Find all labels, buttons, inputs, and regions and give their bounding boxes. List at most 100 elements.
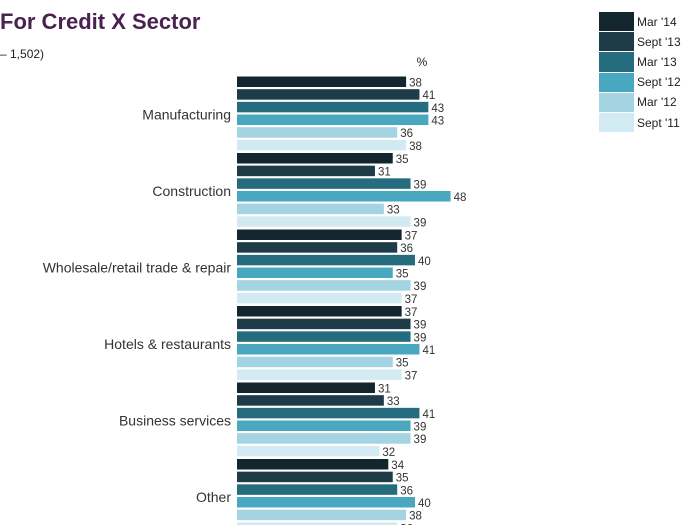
legend-label: Mar '12 bbox=[637, 95, 677, 110]
bar bbox=[237, 509, 407, 521]
data-label: 33 bbox=[387, 396, 400, 408]
data-label: 36 bbox=[400, 243, 413, 255]
legend-swatch bbox=[599, 32, 634, 52]
data-label: 39 bbox=[414, 422, 427, 434]
bar bbox=[237, 254, 415, 266]
data-label: 33 bbox=[387, 205, 400, 217]
data-label: 39 bbox=[414, 179, 427, 191]
chart-title: For Credit X Sector bbox=[0, 9, 201, 34]
bar bbox=[237, 369, 402, 380]
data-label: 40 bbox=[418, 498, 431, 510]
bar bbox=[237, 101, 429, 113]
data-label: 34 bbox=[391, 460, 404, 472]
category-label: Manufacturing bbox=[142, 107, 231, 123]
legend-swatch bbox=[599, 92, 634, 112]
data-label: 35 bbox=[396, 358, 409, 370]
category-label: Hotels & restaurants bbox=[104, 336, 231, 352]
bar bbox=[237, 497, 415, 508]
bar bbox=[237, 344, 420, 355]
legend-item: Mar '14 bbox=[599, 11, 689, 32]
legend-item: Sept '12 bbox=[599, 71, 689, 92]
bar bbox=[237, 242, 398, 253]
bar bbox=[237, 280, 411, 291]
data-label: 41 bbox=[422, 90, 435, 102]
bar bbox=[237, 76, 407, 87]
data-label: 36 bbox=[400, 523, 413, 525]
data-label: 39 bbox=[414, 332, 427, 344]
bar bbox=[237, 292, 402, 304]
data-label: 37 bbox=[405, 231, 418, 243]
bar bbox=[237, 306, 402, 317]
bar bbox=[237, 522, 398, 525]
data-label: 32 bbox=[382, 447, 395, 459]
legend-swatch bbox=[599, 12, 634, 32]
data-label: 39 bbox=[414, 434, 427, 446]
bar bbox=[237, 89, 420, 100]
bar bbox=[237, 191, 451, 202]
data-label: 31 bbox=[378, 167, 391, 179]
bar bbox=[237, 216, 411, 227]
bar bbox=[237, 420, 411, 432]
data-label: 41 bbox=[422, 409, 435, 421]
data-label: 43 bbox=[431, 116, 444, 128]
data-label: 40 bbox=[418, 256, 431, 268]
legend-swatch bbox=[599, 112, 634, 133]
data-label: 36 bbox=[400, 128, 413, 140]
bar bbox=[237, 433, 411, 444]
bar bbox=[237, 382, 375, 393]
data-label: 37 bbox=[405, 294, 418, 306]
bar bbox=[237, 459, 389, 470]
bar bbox=[237, 331, 411, 342]
legend-label: Mar '13 bbox=[637, 54, 677, 69]
category-label: Construction bbox=[152, 183, 231, 199]
legend-swatch bbox=[599, 72, 634, 92]
data-label: 35 bbox=[396, 154, 409, 166]
bar bbox=[237, 445, 380, 457]
legend-item: Sept '13 bbox=[599, 31, 689, 52]
bar bbox=[237, 178, 411, 189]
legend-item: Mar '13 bbox=[599, 51, 689, 72]
data-label: 39 bbox=[414, 217, 427, 229]
legend-item: Sept '11 bbox=[599, 111, 689, 133]
chart-legend: Mar '14 Sept '13 Mar '13 Sept '12 Mar '12 Sep… bbox=[599, 11, 689, 133]
data-label: 37 bbox=[405, 307, 418, 319]
data-label: 38 bbox=[409, 511, 422, 523]
category-label: Other bbox=[196, 489, 231, 505]
bar bbox=[237, 229, 402, 240]
bar bbox=[237, 203, 384, 215]
category-label: Wholesale/retail trade & repair bbox=[43, 260, 232, 276]
legend-label: Sept '13 bbox=[637, 34, 681, 49]
legend-label: Sept '12 bbox=[637, 75, 681, 90]
data-label: 31 bbox=[378, 384, 391, 396]
legend-item: Mar '12 bbox=[599, 91, 689, 112]
bar bbox=[237, 153, 393, 164]
bar bbox=[237, 484, 398, 495]
data-label: 39 bbox=[414, 281, 427, 293]
bar bbox=[237, 165, 375, 177]
chart-subtitle: – 1,502) bbox=[0, 47, 45, 61]
data-label: 41 bbox=[422, 345, 435, 357]
bar bbox=[237, 356, 393, 368]
data-label: 38 bbox=[409, 141, 422, 153]
data-label: 38 bbox=[409, 78, 422, 90]
bar bbox=[237, 395, 384, 406]
bar bbox=[237, 471, 393, 483]
legend-label: Mar '14 bbox=[637, 14, 677, 29]
data-label: 35 bbox=[396, 269, 409, 281]
legend-label: Sept '11 bbox=[637, 115, 680, 130]
bar bbox=[237, 407, 420, 419]
bar bbox=[237, 127, 398, 138]
bar bbox=[237, 114, 429, 126]
data-label: 43 bbox=[431, 103, 444, 115]
data-label: 37 bbox=[405, 370, 418, 382]
bar bbox=[237, 139, 407, 151]
unit-label: % bbox=[417, 55, 428, 69]
data-label: 39 bbox=[414, 320, 427, 332]
data-label: 36 bbox=[400, 485, 413, 497]
category-label: Business services bbox=[119, 413, 231, 429]
bar bbox=[237, 267, 393, 279]
legend-swatch bbox=[599, 52, 634, 72]
data-label: 35 bbox=[396, 473, 409, 485]
data-label: 48 bbox=[454, 192, 467, 204]
